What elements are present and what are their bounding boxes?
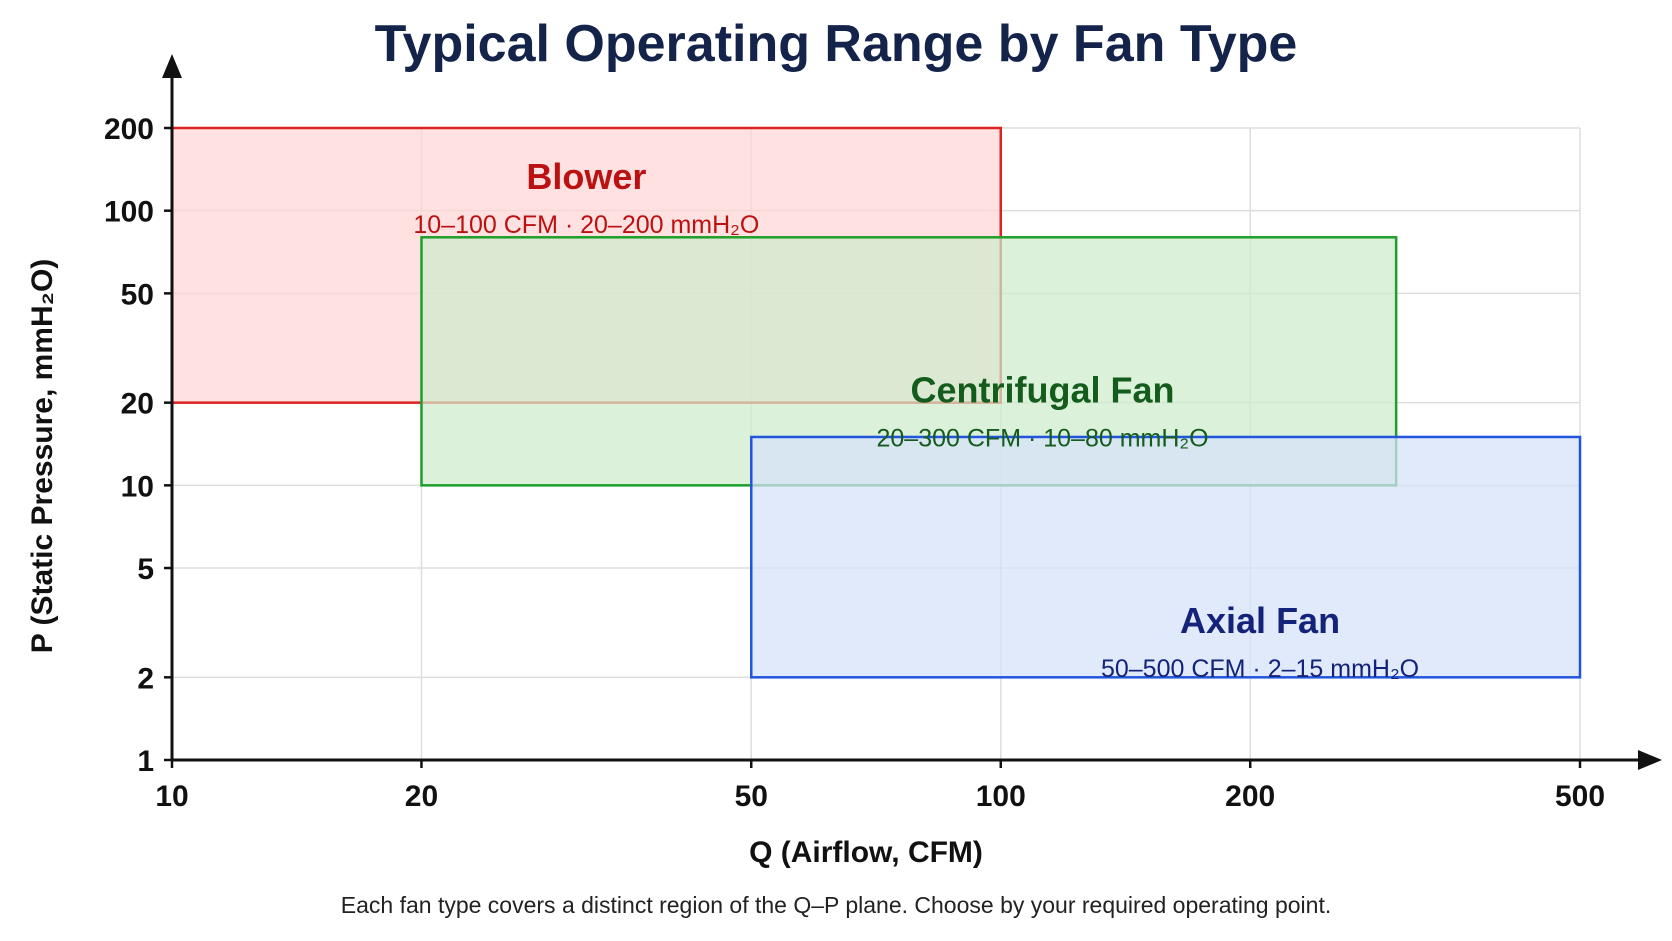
y-tick-label: 50 — [121, 278, 154, 311]
region-name-label: Blower — [526, 156, 646, 197]
region-range-label: 10–100 CFM · 20–200 mmH₂O — [413, 211, 759, 239]
axes — [162, 54, 1662, 770]
region-range-label: 50–500 CFM · 2–15 mmH₂O — [1101, 655, 1419, 683]
x-tick-label: 200 — [1225, 780, 1275, 813]
tick-labels: 10 20 50 100 200 500 1 2 5 10 20 50 100 200 — [104, 113, 1605, 813]
x-tick-label: 20 — [405, 780, 438, 813]
chart-caption: Each fan type covers a distinct region o… — [340, 892, 1332, 918]
x-tick-label: 50 — [735, 780, 768, 813]
y-tick-label: 20 — [121, 388, 154, 421]
x-axis-title: Q (Airflow, CFM) — [749, 836, 983, 869]
y-tick-label: 1 — [137, 745, 154, 778]
region-rectangles — [170, 126, 1582, 679]
region-range-label: 20–300 CFM · 10–80 mmH₂O — [877, 425, 1209, 453]
chart-title: Typical Operating Range by Fan Type — [374, 15, 1298, 73]
y-tick-label: 100 — [104, 196, 154, 229]
y-tick-label: 10 — [121, 470, 154, 503]
region-name-label: Axial Fan — [1180, 600, 1340, 641]
y-tick-label: 2 — [137, 662, 154, 695]
y-tick-label: 200 — [104, 113, 154, 146]
x-tick-label: 500 — [1555, 780, 1605, 813]
x-tick-label: 10 — [155, 780, 188, 813]
region-rect-2 — [750, 435, 1582, 679]
y-axis-arrow-icon — [162, 54, 182, 78]
x-tick-label: 100 — [976, 780, 1026, 813]
y-axis-title: P (Static Pressure, mmH₂O) — [26, 259, 59, 654]
y-tick-label: 5 — [137, 553, 154, 586]
region-labels: Blower 10–100 CFM · 20–200 mmH₂O Centrifug… — [413, 156, 1419, 683]
x-axis-arrow-icon — [1638, 750, 1662, 770]
region-name-label: Centrifugal Fan — [911, 370, 1175, 411]
